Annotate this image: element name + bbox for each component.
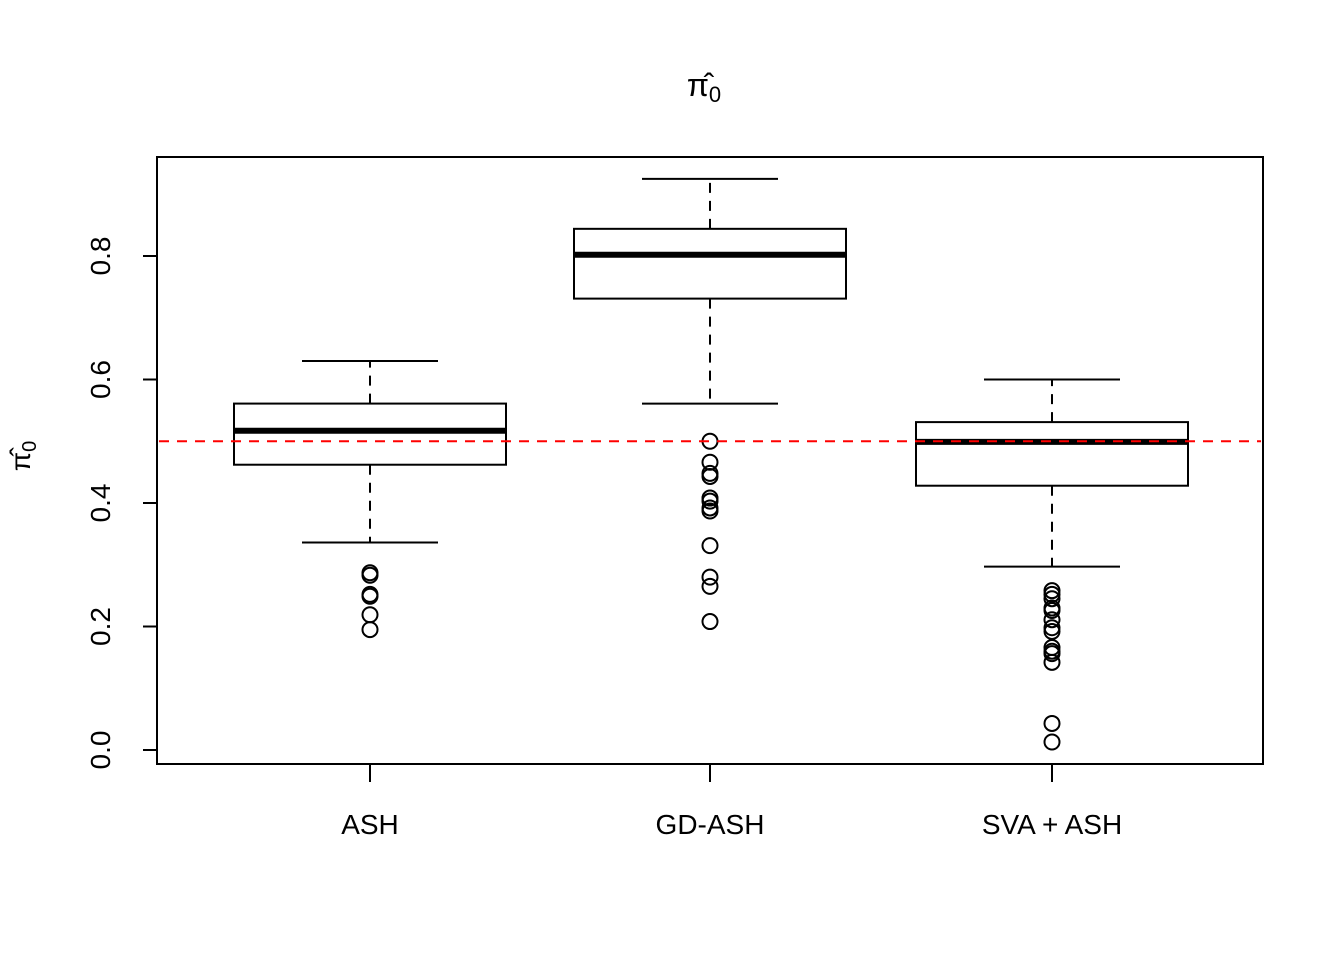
outlier-point bbox=[1043, 611, 1061, 629]
x-tick-label: ASH bbox=[341, 809, 399, 840]
box-iqr bbox=[915, 421, 1189, 487]
y-axis-label: π̂0 bbox=[5, 441, 41, 471]
y-tick-label: 0.4 bbox=[85, 484, 116, 523]
chart-title: π̂0 bbox=[687, 67, 721, 107]
outlier-point bbox=[361, 621, 379, 639]
outlier-point bbox=[1043, 601, 1061, 619]
y-tick-label: 0.6 bbox=[85, 360, 116, 399]
outlier-point bbox=[701, 613, 719, 631]
outlier-point bbox=[701, 537, 719, 555]
outlier-point bbox=[361, 587, 379, 605]
outlier-point bbox=[1043, 714, 1061, 732]
outlier-point bbox=[1043, 733, 1061, 751]
outlier-point bbox=[1043, 622, 1061, 640]
x-tick-label: SVA + ASH bbox=[982, 809, 1122, 840]
outlier-point bbox=[701, 568, 719, 586]
outlier-point bbox=[361, 606, 379, 624]
outlier-point bbox=[1043, 590, 1061, 608]
outlier-point bbox=[701, 467, 719, 485]
y-tick-label: 0.0 bbox=[85, 731, 116, 770]
outlier-point bbox=[361, 566, 379, 584]
y-tick-label: 0.2 bbox=[85, 607, 116, 646]
x-tick-label: GD-ASH bbox=[656, 809, 765, 840]
box-iqr bbox=[233, 402, 507, 466]
outlier-point bbox=[1043, 585, 1061, 603]
y-tick-label: 0.8 bbox=[85, 237, 116, 276]
outlier-point bbox=[701, 502, 719, 520]
box-iqr bbox=[573, 227, 847, 300]
outlier-point bbox=[701, 577, 719, 595]
outlier-point bbox=[701, 492, 719, 510]
plot-area: 0.0 0.2 0.4 0.6 0.8 ASH GD-ASH SVA + ASH bbox=[85, 156, 1264, 840]
outlier-point bbox=[1043, 653, 1061, 671]
outlier-point bbox=[1043, 645, 1061, 663]
